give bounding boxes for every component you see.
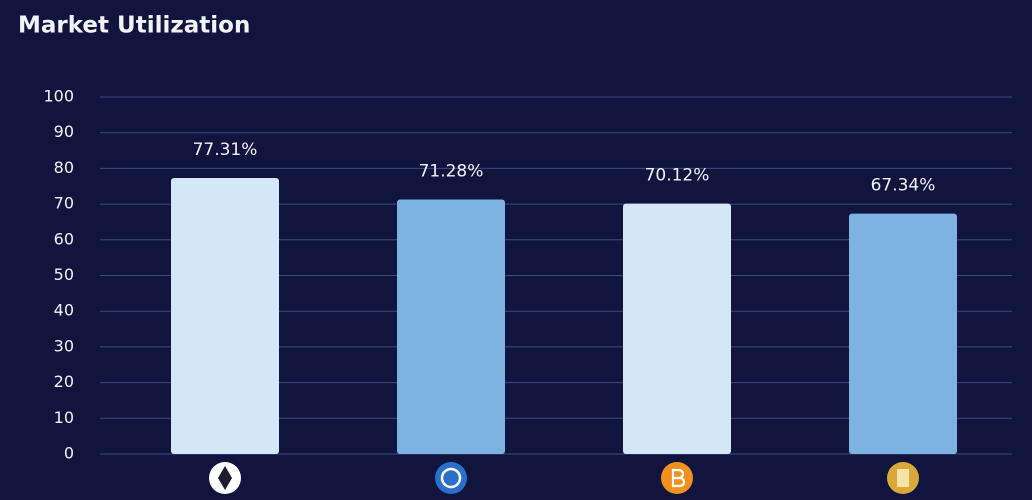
y-tick-label: 40 xyxy=(54,301,74,320)
value-label: 71.28% xyxy=(419,162,484,182)
value-label: 77.31% xyxy=(193,140,258,160)
y-tick-label: 70 xyxy=(54,194,74,213)
y-tick-label: 0 xyxy=(64,444,74,463)
value-label: 70.12% xyxy=(645,166,710,186)
chart-title: Market Utilization xyxy=(18,13,250,39)
gold-glyph xyxy=(897,469,909,487)
y-tick-label: 60 xyxy=(54,229,74,248)
y-tick-label: 30 xyxy=(54,336,74,355)
eth-glyph xyxy=(218,466,232,490)
bar xyxy=(623,203,731,454)
usdc-icon xyxy=(435,462,467,494)
category-icons xyxy=(209,462,919,494)
bar xyxy=(171,178,279,454)
bar xyxy=(849,213,957,454)
usdc-glyph xyxy=(440,467,462,489)
bar xyxy=(397,199,505,454)
value-label: 67.34% xyxy=(871,176,936,196)
y-tick-label: 20 xyxy=(54,372,74,391)
btc-glyph xyxy=(671,468,686,488)
y-tick-label: 100 xyxy=(43,87,74,106)
y-tick-label: 90 xyxy=(54,122,74,141)
y-tick-label: 10 xyxy=(54,408,74,427)
y-tick-label: 50 xyxy=(54,265,74,284)
y-tick-label: 80 xyxy=(54,158,74,177)
